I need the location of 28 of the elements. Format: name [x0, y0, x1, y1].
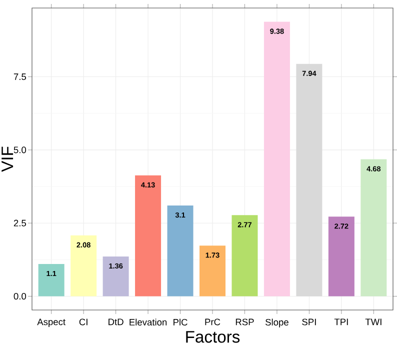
x-axis-title: Factors: [186, 331, 240, 343]
bar: [70, 235, 97, 296]
bar: [232, 215, 258, 296]
x-tick-label: DtD: [108, 318, 124, 326]
x-tick-label: RSP: [236, 318, 254, 326]
bar: [328, 216, 354, 296]
bar: [360, 159, 387, 296]
y-tick-label: 0.0: [14, 292, 26, 300]
bar: [135, 175, 162, 296]
x-tick-label: TWI: [365, 318, 382, 326]
y-tick-label: 2.5: [14, 220, 26, 226]
x-tick-label: CI: [79, 318, 88, 326]
x-tick-label: Aspect: [37, 318, 66, 328]
x-tick-label: Slope: [265, 318, 288, 328]
bar: [296, 64, 322, 296]
x-tick-label: TPI: [334, 318, 348, 326]
x-tick-label: Elevation: [130, 318, 167, 326]
y-axis-title: VIF: [2, 146, 14, 172]
y-tick-label: 5.0: [14, 146, 26, 154]
bar: [264, 22, 290, 296]
bar: [167, 206, 194, 296]
bar: [102, 256, 129, 296]
y-tick-label: 7.5: [14, 74, 26, 80]
x-tick-label: SPI: [302, 318, 316, 326]
x-tick-label: PrC: [205, 318, 220, 326]
bar: [200, 246, 226, 296]
x-tick-label: PlC: [174, 318, 188, 326]
bar: [38, 264, 64, 296]
